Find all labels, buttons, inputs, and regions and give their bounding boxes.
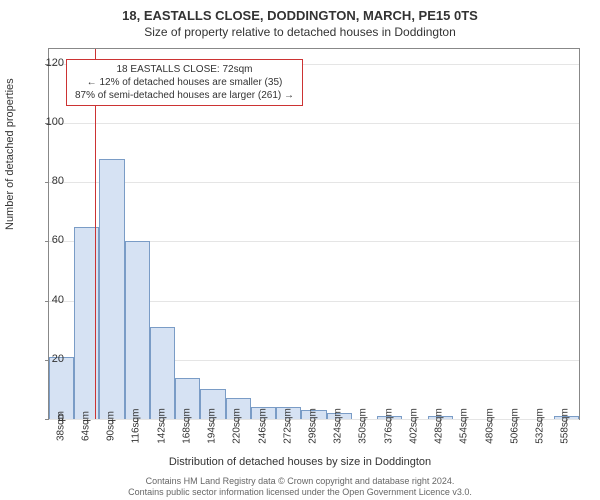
ytick-label: 100 xyxy=(46,116,64,128)
attribution-line1: Contains HM Land Registry data © Crown c… xyxy=(0,476,600,487)
ytick-label: 80 xyxy=(52,175,64,187)
xtick-label: 558sqm xyxy=(560,408,571,444)
ytick-label: 20 xyxy=(52,353,64,365)
xtick-label: 194sqm xyxy=(207,408,218,444)
xtick-label: 246sqm xyxy=(257,408,268,444)
xtick-label: 64sqm xyxy=(80,411,91,441)
xtick-label: 220sqm xyxy=(232,408,243,444)
xtick-label: 454sqm xyxy=(459,408,470,444)
chart-title-sub: Size of property relative to detached ho… xyxy=(0,23,600,39)
histogram-bar xyxy=(150,327,175,419)
xtick-label: 298sqm xyxy=(308,408,319,444)
chart-container: 18, EASTALLS CLOSE, DODDINGTON, MARCH, P… xyxy=(0,0,600,500)
ytick-mark xyxy=(45,419,49,420)
grid-line xyxy=(49,123,579,124)
xtick-label: 90sqm xyxy=(106,411,117,441)
ytick-label: 40 xyxy=(52,294,64,306)
attribution-line2: Contains public sector information licen… xyxy=(0,487,600,498)
annotation-box: 18 EASTALLS CLOSE: 72sqm ← 12% of detach… xyxy=(66,59,303,106)
xtick-label: 506sqm xyxy=(509,408,520,444)
x-axis-label: Distribution of detached houses by size … xyxy=(0,456,600,468)
xtick-label: 350sqm xyxy=(358,408,369,444)
xtick-label: 116sqm xyxy=(131,409,142,444)
histogram-bar xyxy=(74,227,99,419)
ytick-mark xyxy=(45,182,49,183)
xtick-label: 168sqm xyxy=(181,408,192,444)
histogram-bar xyxy=(99,159,124,419)
xtick-label: 532sqm xyxy=(535,408,546,444)
ytick-label: 120 xyxy=(46,57,64,69)
annotation-line2: ← 12% of detached houses are smaller (35… xyxy=(75,76,294,89)
xtick-label: 376sqm xyxy=(383,408,394,444)
histogram-bar xyxy=(49,357,74,419)
annotation-line1: 18 EASTALLS CLOSE: 72sqm xyxy=(75,63,294,76)
chart-title-main: 18, EASTALLS CLOSE, DODDINGTON, MARCH, P… xyxy=(0,0,600,23)
annotation-line3: 87% of semi-detached houses are larger (… xyxy=(75,89,294,102)
xtick-label: 272sqm xyxy=(282,408,293,444)
xtick-label: 480sqm xyxy=(484,408,495,444)
y-axis-label: Number of detached properties xyxy=(4,78,16,230)
xtick-label: 428sqm xyxy=(434,408,445,444)
plot-area: 18 EASTALLS CLOSE: 72sqm ← 12% of detach… xyxy=(48,48,580,420)
xtick-label: 38sqm xyxy=(55,411,66,441)
ytick-mark xyxy=(45,241,49,242)
histogram-bar xyxy=(125,241,150,419)
chart-attribution: Contains HM Land Registry data © Crown c… xyxy=(0,476,600,499)
xtick-label: 402sqm xyxy=(408,408,419,444)
ytick-label: 60 xyxy=(52,234,64,246)
grid-line xyxy=(49,182,579,183)
xtick-label: 324sqm xyxy=(333,408,344,444)
xtick-label: 142sqm xyxy=(156,408,167,444)
ytick-mark xyxy=(45,301,49,302)
